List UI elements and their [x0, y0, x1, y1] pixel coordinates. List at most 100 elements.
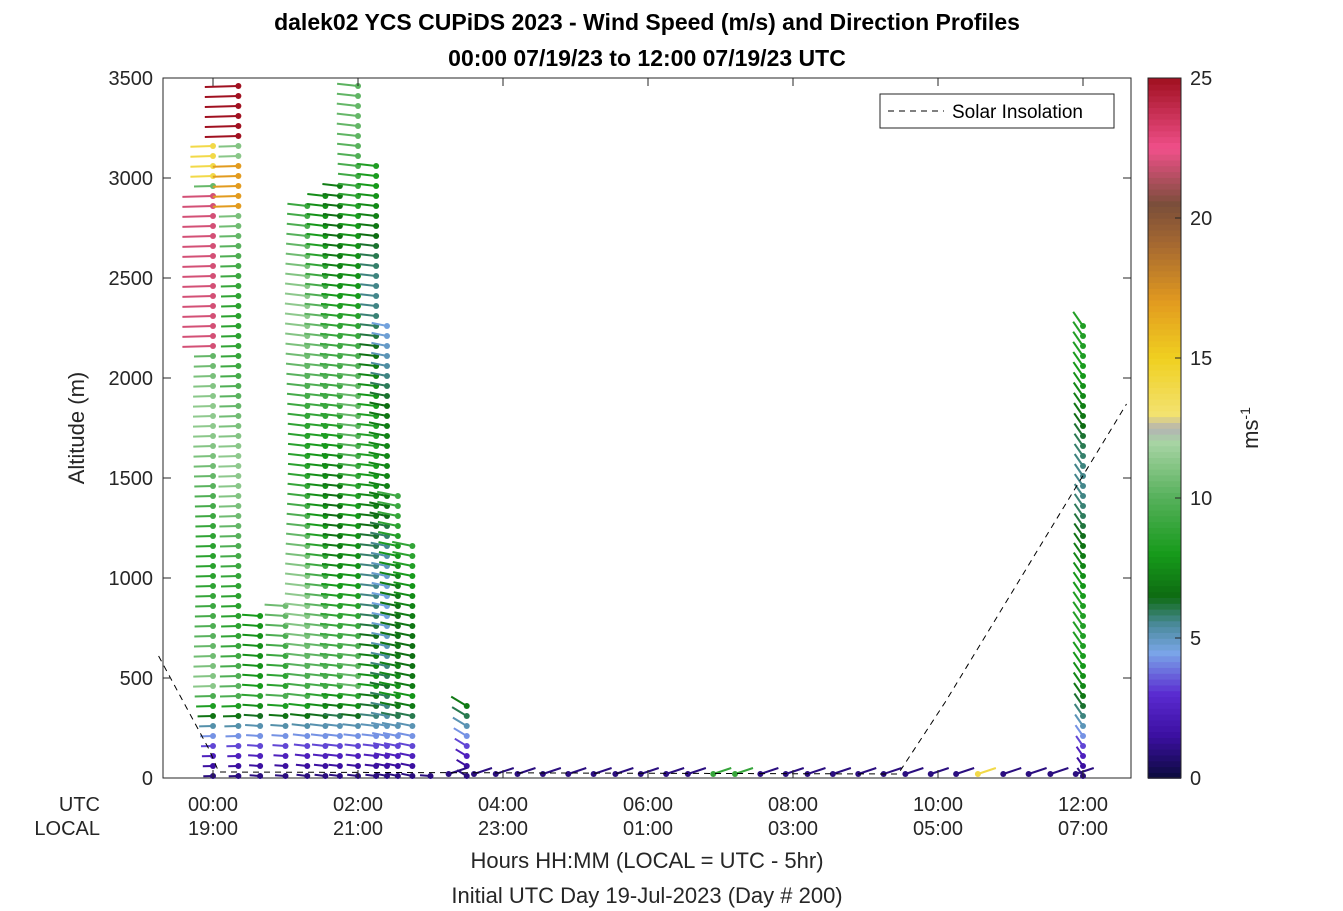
wind-barb-point — [373, 183, 380, 189]
wind-barb-staff — [286, 222, 308, 227]
wind-barb-staff — [338, 332, 359, 337]
wind-barb-staff — [182, 235, 214, 238]
wind-barb-point — [257, 703, 264, 709]
colorbar-segment — [1148, 509, 1181, 517]
colorbar-segment — [1148, 89, 1181, 97]
wind-barb-point — [257, 673, 264, 679]
wind-barb-point — [210, 473, 216, 479]
wind-barb-staff — [190, 165, 214, 168]
wind-barb-staff — [380, 601, 399, 607]
wind-barb-staff — [304, 292, 326, 297]
colorbar-segment — [1148, 579, 1181, 587]
wind-barb-point — [210, 623, 216, 629]
wind-barb-point — [1080, 583, 1086, 589]
wind-barb-staff — [320, 322, 340, 327]
wind-barb-point — [235, 133, 242, 139]
colorbar-tick-label: 0 — [1190, 768, 1201, 790]
surface-barb-staff — [542, 767, 562, 775]
wind-barb-point — [394, 573, 401, 579]
wind-barb-staff — [378, 691, 399, 697]
wind-barb-point — [210, 723, 216, 729]
wind-barb-point — [1080, 553, 1086, 559]
wind-barb-staff — [338, 192, 359, 197]
wind-barb-point — [409, 693, 416, 699]
wind-barb-point — [235, 763, 242, 769]
y-tick-label: 2000 — [109, 368, 154, 390]
wind-barb-staff — [193, 365, 214, 368]
wind-barb-staff — [337, 362, 359, 367]
x-tick-label-utc: 08:00 — [768, 794, 818, 816]
surface-barb-point — [953, 771, 960, 777]
wind-barb-staff — [194, 485, 214, 488]
wind-barb-point — [210, 603, 216, 609]
wind-barb-staff — [219, 535, 239, 538]
wind-barb-staff — [321, 292, 340, 297]
wind-barb-staff — [393, 591, 413, 597]
wind-barb-point — [355, 723, 361, 729]
wind-barb-staff — [338, 692, 359, 697]
colorbar-segment — [1148, 725, 1181, 733]
wind-barb-point — [394, 723, 401, 729]
wind-barb-point — [235, 733, 242, 739]
surface-barb-staff — [955, 767, 975, 775]
colorbar-segment — [1148, 474, 1181, 482]
wind-barb-point — [463, 703, 470, 709]
wind-barb-staff — [284, 312, 308, 317]
wind-barb-staff — [285, 562, 308, 567]
wind-barb-staff — [321, 573, 340, 577]
wind-barb-point — [235, 153, 242, 159]
wind-barb-point — [1080, 533, 1086, 539]
wind-barb-staff — [321, 582, 340, 587]
wind-barb-point — [257, 633, 264, 639]
wind-barb-staff — [336, 102, 359, 107]
wind-barb-point — [235, 623, 242, 629]
wind-barb-point — [210, 463, 216, 469]
wind-barb-staff — [357, 412, 377, 417]
wind-barb-point — [1080, 723, 1086, 729]
wind-barb-staff — [357, 172, 377, 177]
wind-barb-staff — [304, 642, 326, 647]
wind-barb-point — [394, 583, 401, 589]
wind-barb-staff — [287, 452, 308, 457]
wind-barb-staff — [320, 402, 340, 407]
chart-title: dalek02 YCS CUPiDS 2023 - Wind Speed (m/… — [274, 9, 1020, 35]
wind-barb-point — [463, 723, 470, 729]
wind-barb-point — [1080, 353, 1086, 359]
wind-barb-point — [394, 503, 401, 509]
wind-barb-point — [409, 563, 416, 569]
wind-barb-point — [210, 633, 216, 639]
wind-barb-point — [409, 663, 416, 669]
wind-barb-staff — [286, 692, 308, 697]
wind-barb-point — [384, 353, 390, 359]
colorbar-segment — [1148, 142, 1181, 149]
wind-barb-point — [210, 423, 216, 429]
colorbar-segment — [1148, 562, 1181, 569]
wind-barb-point — [384, 463, 390, 469]
colorbar-segment — [1148, 305, 1181, 313]
wind-barb-point — [1080, 673, 1086, 679]
wind-barb-staff — [219, 395, 239, 398]
colorbar-segment — [1148, 684, 1181, 692]
wind-barb-staff — [287, 412, 308, 417]
wind-barb-point — [257, 653, 264, 659]
wind-barb-staff — [193, 385, 214, 388]
wind-barb-staff — [378, 681, 399, 687]
wind-barb-point — [1080, 393, 1086, 399]
wind-barb-point — [282, 753, 289, 759]
wind-barb-point — [1080, 493, 1086, 499]
x-tick-label-local: 23:00 — [478, 818, 528, 840]
wind-barb-staff — [319, 652, 340, 657]
colorbar-segment — [1148, 323, 1181, 330]
wind-barb-point — [282, 733, 289, 739]
colorbar-segment — [1148, 643, 1181, 651]
wind-barb-staff — [193, 675, 214, 678]
wind-barb-staff — [320, 602, 340, 607]
x-row-label-local: LOCAL — [34, 818, 100, 840]
wind-barb-point — [409, 723, 416, 729]
wind-barb-staff — [219, 525, 239, 528]
wind-barb-staff — [204, 85, 239, 88]
wind-barb-point — [235, 313, 242, 319]
colorbar-tick-label: 10 — [1190, 488, 1212, 510]
wind-barb-point — [394, 683, 401, 689]
wind-barb-point — [210, 673, 216, 679]
